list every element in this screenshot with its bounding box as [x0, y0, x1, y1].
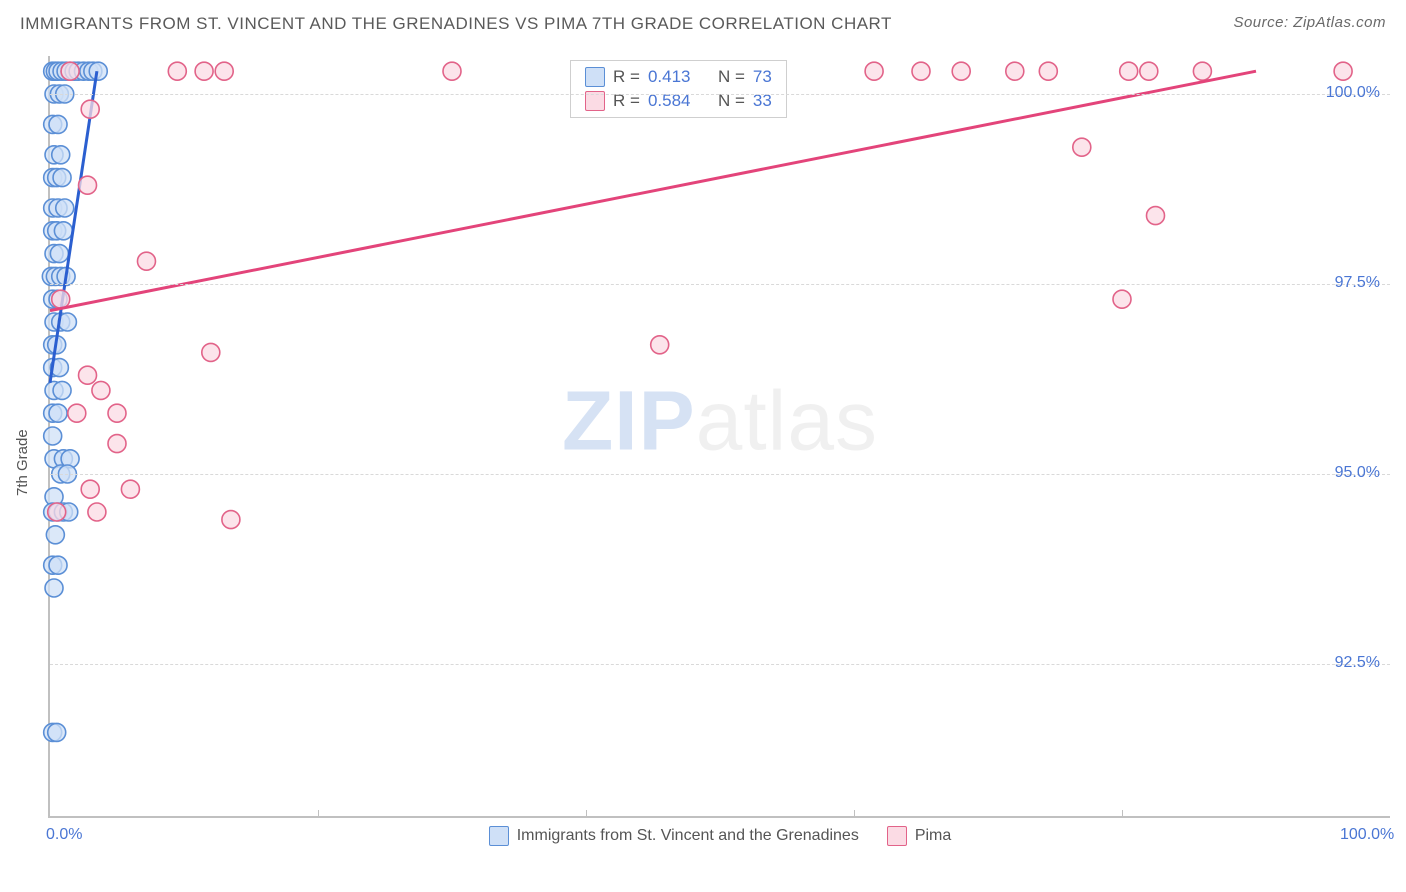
- legend-stats-row-blue: R = 0.413 N = 73: [571, 65, 786, 89]
- legend-item-pink: Pima: [887, 826, 951, 846]
- source-label: Source: ZipAtlas.com: [1233, 14, 1386, 34]
- gridline: [50, 284, 1390, 285]
- legend-stats-row-pink: R = 0.584 N = 33: [571, 89, 786, 113]
- data-point: [168, 62, 186, 80]
- data-point: [46, 526, 64, 544]
- data-point: [108, 435, 126, 453]
- data-point: [1147, 207, 1165, 225]
- data-point: [45, 579, 63, 597]
- r-label: R =: [613, 67, 640, 87]
- legend-item-blue: Immigrants from St. Vincent and the Gren…: [489, 826, 859, 846]
- chart-plot-area: 7th Grade ZIPatlas R = 0.413 N = 73 R = …: [48, 56, 1390, 818]
- x-tick-minor: [854, 810, 855, 818]
- data-point: [88, 503, 106, 521]
- r-value-blue: 0.413: [648, 67, 704, 87]
- data-point: [89, 62, 107, 80]
- data-point: [215, 62, 233, 80]
- data-point: [1334, 62, 1352, 80]
- swatch-blue: [489, 826, 509, 846]
- data-point: [912, 62, 930, 80]
- data-point: [48, 723, 66, 741]
- n-value-blue: 73: [753, 67, 772, 87]
- data-point: [79, 176, 97, 194]
- data-point: [1039, 62, 1057, 80]
- x-tick-minor: [318, 810, 319, 818]
- data-point: [79, 366, 97, 384]
- data-point: [68, 404, 86, 422]
- data-point: [92, 381, 110, 399]
- data-point: [108, 404, 126, 422]
- data-point: [56, 199, 74, 217]
- y-axis-label: 7th Grade: [14, 429, 31, 496]
- data-point: [44, 427, 62, 445]
- data-point: [49, 404, 67, 422]
- gridline: [50, 474, 1390, 475]
- data-point: [53, 381, 71, 399]
- x-tick-minor: [586, 810, 587, 818]
- data-point: [54, 222, 72, 240]
- data-point: [202, 343, 220, 361]
- data-point: [48, 503, 66, 521]
- legend-series: Immigrants from St. Vincent and the Gren…: [50, 826, 1390, 846]
- legend-stats: R = 0.413 N = 73 R = 0.584 N = 33: [570, 60, 787, 118]
- x-tick-label: 100.0%: [1340, 826, 1394, 844]
- chart-svg: [50, 56, 1390, 816]
- y-tick-label: 95.0%: [1335, 464, 1380, 482]
- x-tick-label: 0.0%: [46, 826, 82, 844]
- data-point: [81, 100, 99, 118]
- data-point: [52, 146, 70, 164]
- data-point: [1073, 138, 1091, 156]
- data-point: [1113, 290, 1131, 308]
- data-point: [121, 480, 139, 498]
- data-point: [53, 169, 71, 187]
- y-tick-label: 100.0%: [1326, 84, 1380, 102]
- data-point: [50, 245, 68, 263]
- data-point: [222, 511, 240, 529]
- data-point: [195, 62, 213, 80]
- swatch-blue: [585, 67, 605, 87]
- data-point: [1140, 62, 1158, 80]
- data-point: [52, 290, 70, 308]
- y-tick-label: 97.5%: [1335, 274, 1380, 292]
- data-point: [952, 62, 970, 80]
- gridline: [50, 664, 1390, 665]
- gridline: [50, 94, 1390, 95]
- data-point: [49, 115, 67, 133]
- swatch-pink: [887, 826, 907, 846]
- data-point: [865, 62, 883, 80]
- data-point: [137, 252, 155, 270]
- n-label: N =: [718, 67, 745, 87]
- data-point: [1120, 62, 1138, 80]
- data-point: [1006, 62, 1024, 80]
- data-point: [651, 336, 669, 354]
- y-tick-label: 92.5%: [1335, 654, 1380, 672]
- data-point: [1193, 62, 1211, 80]
- data-point: [443, 62, 461, 80]
- legend-label-blue: Immigrants from St. Vincent and the Gren…: [517, 827, 859, 845]
- data-point: [61, 62, 79, 80]
- x-tick-minor: [1122, 810, 1123, 818]
- page-title: IMMIGRANTS FROM ST. VINCENT AND THE GREN…: [20, 14, 892, 34]
- data-point: [49, 556, 67, 574]
- legend-label-pink: Pima: [915, 827, 951, 845]
- data-point: [81, 480, 99, 498]
